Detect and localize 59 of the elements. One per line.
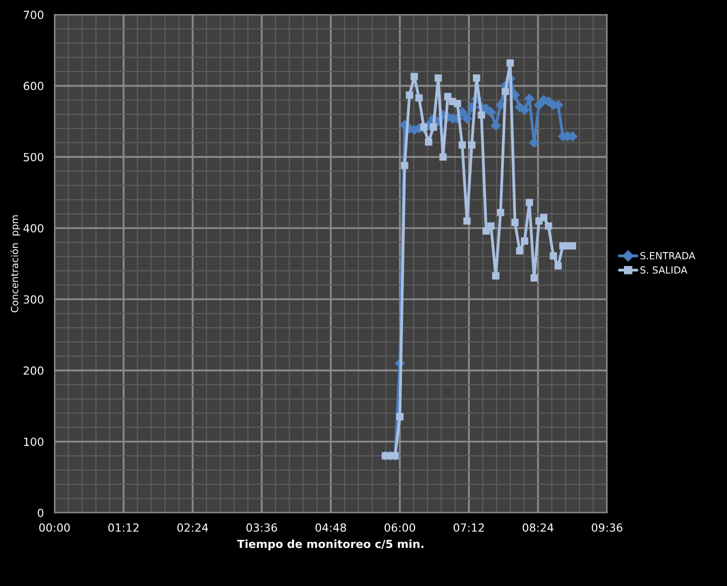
point [502, 88, 509, 96]
y-tick-label: 400 [23, 224, 44, 232]
point [568, 242, 576, 250]
point [406, 91, 414, 99]
x-tick-label: 04:48 [316, 523, 346, 532]
x-tick-label: 00:00 [39, 523, 70, 532]
point [396, 413, 404, 420]
point [462, 114, 472, 124]
point [520, 105, 530, 115]
point [410, 72, 418, 80]
point [444, 92, 452, 100]
point [516, 247, 524, 255]
point [554, 262, 562, 270]
point [400, 162, 408, 170]
y-tick-label: 200 [24, 366, 44, 375]
y-tick-label: 500 [24, 152, 44, 162]
point [458, 141, 466, 149]
point [434, 74, 442, 82]
point [478, 111, 486, 119]
y-tick-label: 100 [24, 438, 44, 446]
point [415, 94, 423, 102]
point [420, 123, 428, 131]
x-tick-label: 01:12 [108, 523, 138, 532]
point [511, 218, 519, 226]
point [468, 141, 476, 149]
point [492, 272, 500, 280]
point [482, 227, 490, 235]
point [520, 237, 528, 245]
x-tick-label: 02:24 [177, 523, 208, 532]
point [463, 217, 471, 225]
point [526, 198, 533, 206]
y-axis-title: Concentración ppm [10, 215, 20, 312]
y-tick-label: 300 [24, 295, 44, 304]
x-tick-label: 08:24 [522, 523, 554, 532]
point [530, 274, 538, 282]
x-tick-label: 06:00 [384, 523, 416, 532]
y-tick-label: 0 [38, 508, 44, 518]
y-tick-label: 700 [24, 10, 44, 20]
point [540, 214, 548, 222]
point [544, 222, 552, 230]
point [486, 107, 496, 118]
point [534, 100, 544, 110]
point [506, 59, 514, 67]
x-axis-title: Tiempo de monitoreo c/5 min. [237, 539, 424, 550]
point [487, 222, 495, 230]
y-tick-label: 600 [24, 82, 44, 90]
point [430, 123, 438, 131]
point [529, 138, 540, 148]
point [550, 252, 557, 260]
point [454, 100, 462, 108]
point [424, 138, 432, 146]
x-tick-label: 07:12 [454, 523, 484, 532]
legend-label: S.ENTRADA [640, 252, 696, 260]
point [496, 208, 504, 216]
point [439, 153, 447, 161]
x-tick-label: 03:36 [246, 523, 278, 532]
point [472, 74, 480, 82]
legend-label: S. SALIDA [640, 266, 688, 274]
x-tick-label: 09:36 [592, 523, 622, 532]
